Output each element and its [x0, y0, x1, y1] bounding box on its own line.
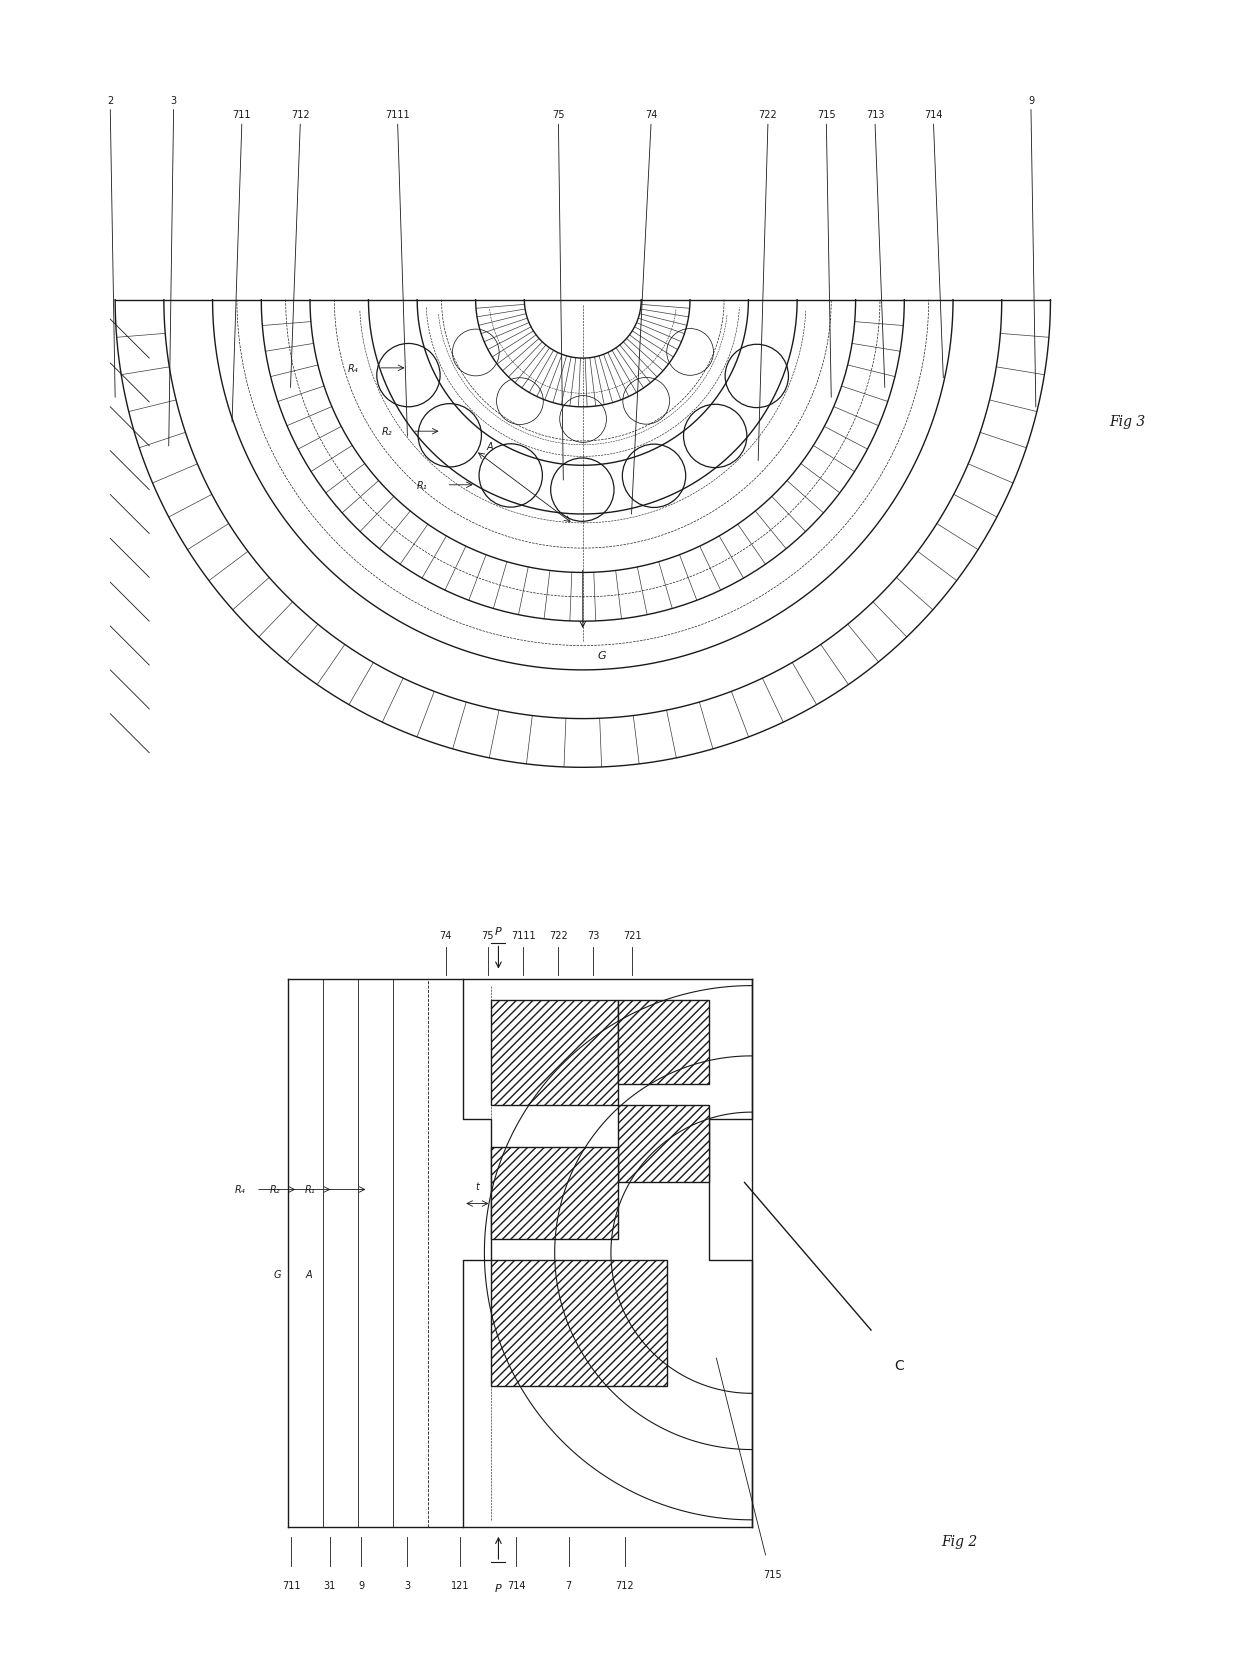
Text: A: A [305, 1268, 312, 1278]
Bar [491, 1000, 618, 1105]
Text: 713: 713 [866, 111, 884, 121]
Text: t: t [475, 1181, 480, 1191]
Text: 714: 714 [507, 1579, 526, 1589]
Bar [618, 1105, 709, 1183]
Text: 711: 711 [233, 111, 250, 121]
Text: 31: 31 [324, 1579, 336, 1589]
Text: R₄: R₄ [234, 1184, 246, 1194]
Text: G: G [273, 1268, 280, 1278]
Text: Fig 2: Fig 2 [941, 1534, 977, 1547]
Text: R₂: R₂ [270, 1184, 280, 1194]
Text: 74: 74 [439, 931, 451, 941]
Text: 7: 7 [565, 1579, 572, 1589]
Text: R₄: R₄ [348, 363, 358, 373]
Text: 711: 711 [281, 1579, 300, 1589]
Text: 7111: 7111 [386, 111, 410, 121]
Text: 715: 715 [817, 111, 836, 121]
Text: 73: 73 [588, 931, 599, 941]
Text: 3: 3 [171, 96, 176, 106]
Bar [491, 1260, 667, 1386]
Text: 722: 722 [759, 111, 777, 121]
Text: R₂: R₂ [382, 427, 393, 437]
Text: 9: 9 [358, 1579, 365, 1589]
Text: 121: 121 [450, 1579, 469, 1589]
Text: P: P [495, 927, 502, 937]
Text: 7111: 7111 [511, 931, 536, 941]
Bar [618, 1000, 709, 1084]
Bar [491, 1147, 618, 1238]
Text: 9: 9 [1028, 96, 1034, 106]
Text: 715: 715 [764, 1569, 782, 1579]
Text: G: G [598, 652, 606, 660]
Text: 712: 712 [616, 1579, 635, 1589]
Text: 722: 722 [549, 931, 568, 941]
Text: A: A [487, 442, 494, 452]
Text: P: P [495, 1583, 502, 1593]
Text: 721: 721 [622, 931, 641, 941]
Text: C: C [894, 1359, 904, 1373]
Text: R₁: R₁ [305, 1184, 316, 1194]
Text: 74: 74 [645, 111, 657, 121]
Text: 3: 3 [404, 1579, 410, 1589]
Text: Fig 3: Fig 3 [1109, 415, 1146, 428]
Text: 712: 712 [291, 111, 310, 121]
Text: 75: 75 [552, 111, 564, 121]
Text: 714: 714 [924, 111, 942, 121]
Text: R₁: R₁ [417, 480, 427, 491]
Text: 2: 2 [107, 96, 113, 106]
Text: 75: 75 [481, 931, 495, 941]
